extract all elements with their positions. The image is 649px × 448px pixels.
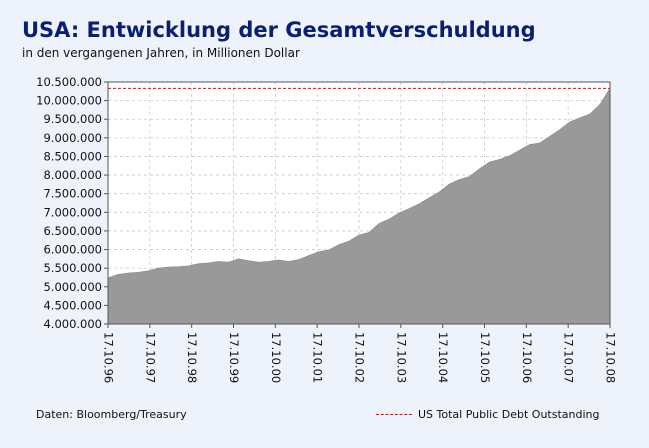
x-tick-label: 17.10.96 — [102, 332, 116, 383]
y-tick-label: 10.000.000 — [36, 94, 102, 108]
y-tick-label: 9.000.000 — [43, 131, 102, 145]
x-tick-label: 17.10.01 — [311, 332, 325, 383]
x-tick-label: 17.10.05 — [478, 332, 492, 383]
y-tick-label: 8.000.000 — [43, 168, 102, 182]
legend-dashed-line-swatch — [376, 414, 412, 415]
y-tick-label: 8.500.000 — [43, 149, 102, 163]
y-tick-label: 9.500.000 — [43, 112, 102, 126]
x-tick-label: 17.10.02 — [353, 332, 367, 383]
x-tick-label: 17.10.99 — [227, 332, 241, 383]
x-tick-label: 17.10.04 — [436, 332, 450, 383]
y-tick-label: 7.500.000 — [43, 187, 102, 201]
y-tick-label: 10.500.000 — [36, 75, 102, 89]
y-tick-label: 6.000.000 — [43, 243, 102, 257]
chart-subtitle: in den vergangenen Jahren, in Millionen … — [22, 46, 300, 60]
y-tick-label: 5.000.000 — [43, 280, 102, 294]
y-tick-label: 4.500.000 — [43, 298, 102, 312]
legend-label: US Total Public Debt Outstanding — [418, 408, 600, 421]
x-tick-label: 17.10.03 — [394, 332, 408, 383]
data-source-note: Daten: Bloomberg/Treasury — [36, 408, 187, 421]
y-tick-label: 4.000.000 — [43, 317, 102, 331]
chart-legend: US Total Public Debt Outstanding — [376, 408, 600, 421]
x-tick-label: 17.10.98 — [185, 332, 199, 383]
x-tick-label: 17.10.06 — [520, 332, 534, 383]
y-tick-label: 7.000.000 — [43, 205, 102, 219]
chart-title: USA: Entwicklung der Gesamtverschuldung — [22, 18, 536, 42]
y-tick-label: 5.500.000 — [43, 261, 102, 275]
y-axis-ticks: 4.000.000 4.500.000 5.000.000 5.500.000 6.00… — [36, 75, 108, 331]
y-tick-label: 6.500.000 — [43, 224, 102, 238]
x-axis-ticks: 17.10.96 17.10.97 17.10.98 17.10.99 17.10.00… — [102, 324, 618, 383]
x-tick-label: 17.10.07 — [562, 332, 576, 383]
x-tick-label: 17.10.00 — [269, 332, 283, 383]
debt-area-series — [107, 87, 611, 325]
x-tick-label: 17.10.97 — [143, 332, 157, 383]
x-tick-label: 17.10.08 — [604, 332, 618, 383]
